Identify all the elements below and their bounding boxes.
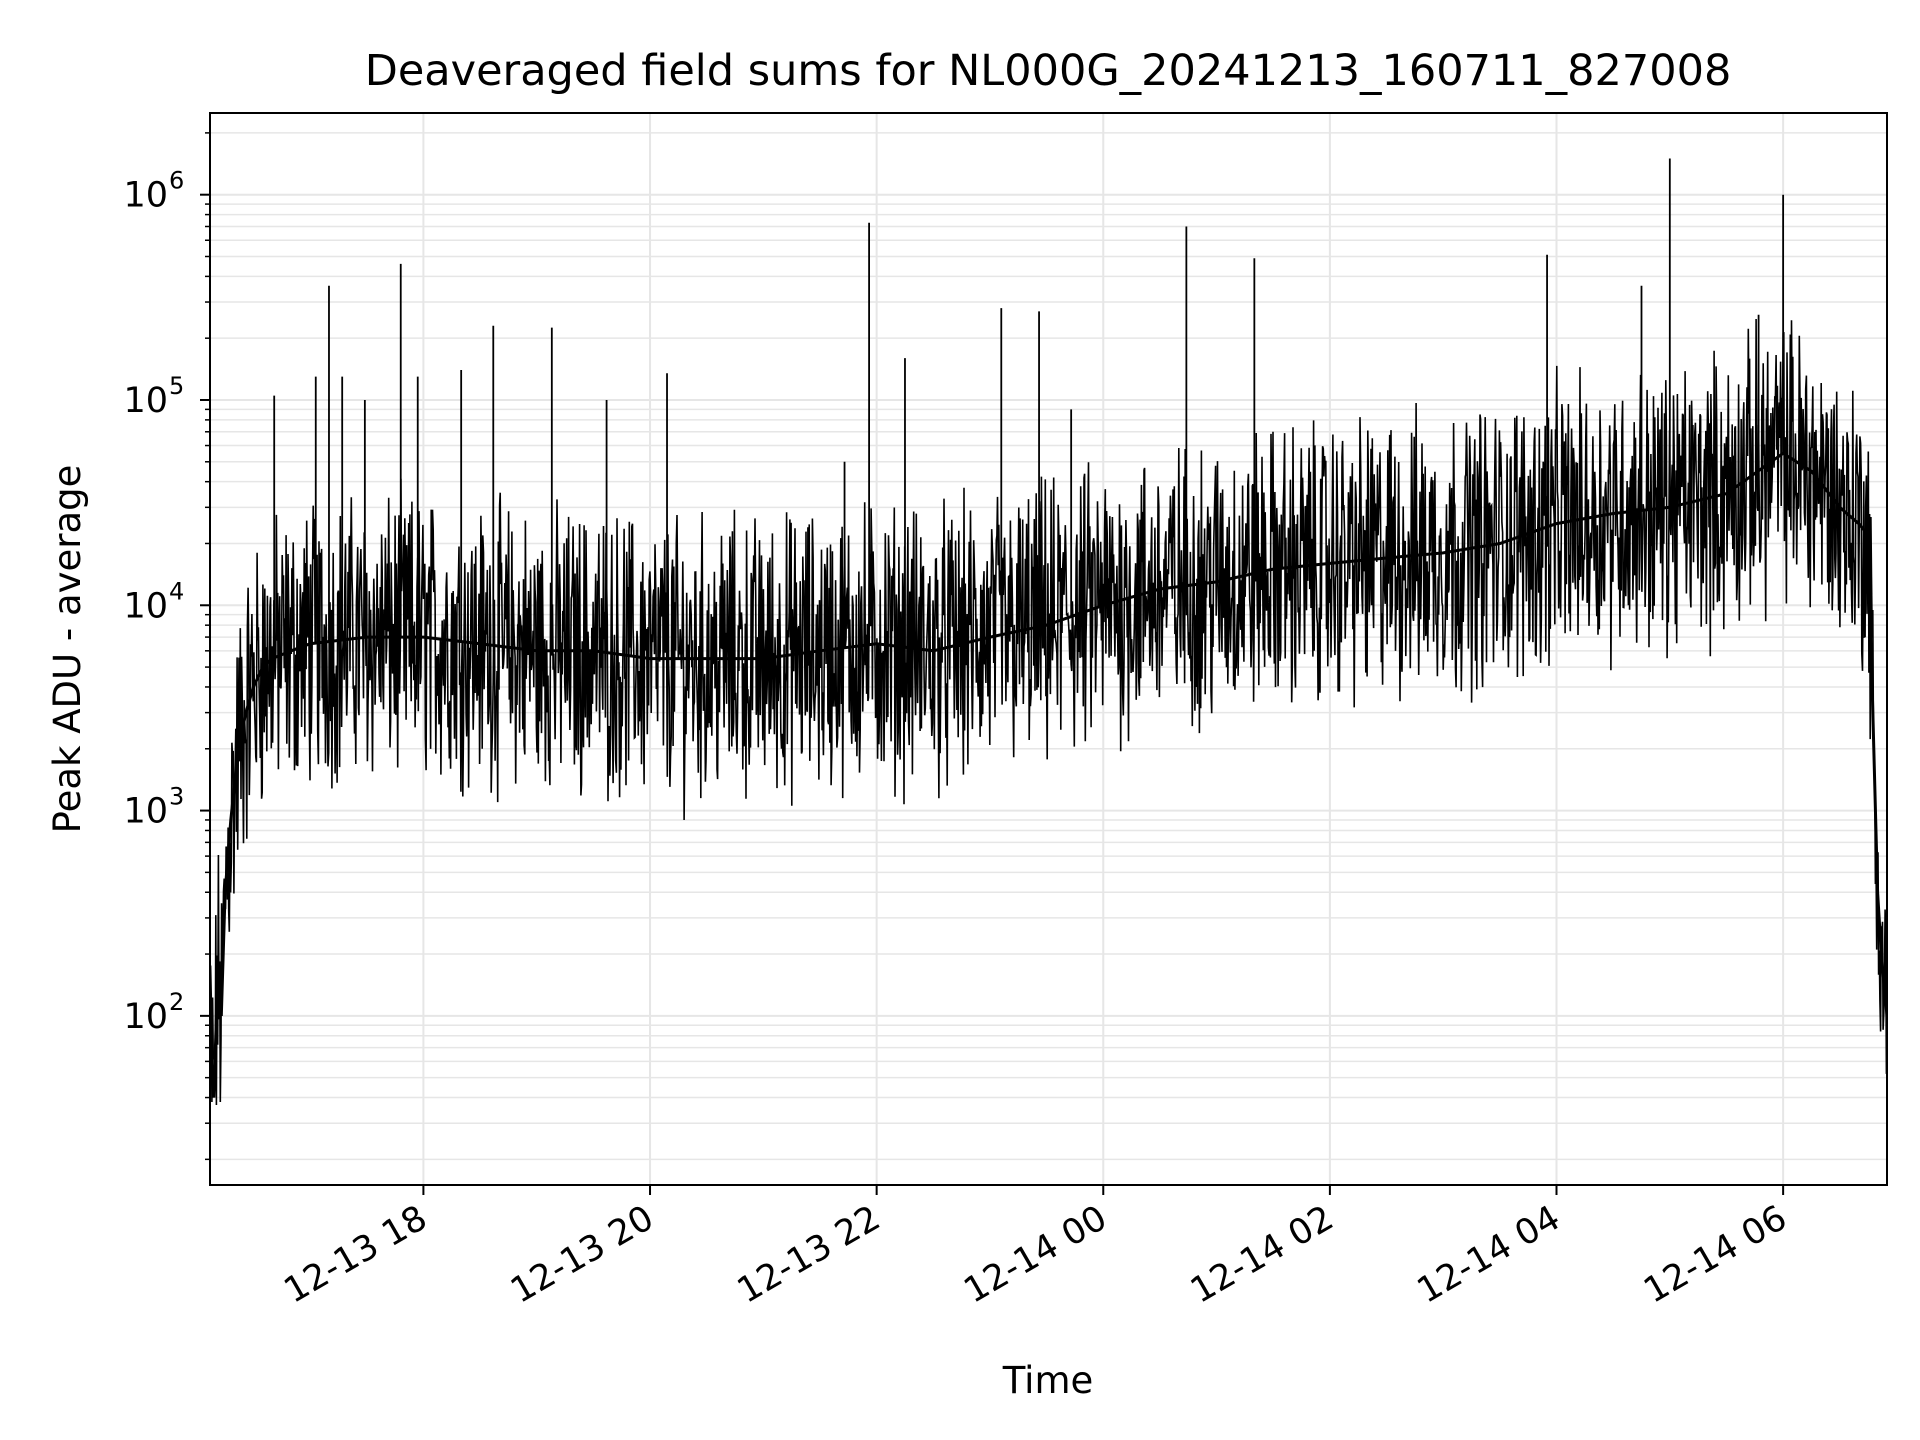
series-line: [210, 318, 1887, 1106]
y-tick-exponent: 4: [169, 577, 184, 605]
y-axis-label: Peak ADU - average: [46, 465, 89, 834]
x-axis-label: Time: [1002, 1359, 1094, 1402]
y-tick-label: 10: [123, 176, 168, 216]
series-group: [210, 158, 1887, 1106]
series-trend: [210, 451, 1887, 1098]
y-tick-label: 10: [123, 792, 168, 832]
y-tick-exponent: 3: [169, 783, 184, 811]
y-tick-label: 10: [123, 586, 168, 626]
y-tick-label: 10: [123, 381, 168, 421]
plot-frame: [209, 112, 1888, 1186]
y-tick-exponent: 6: [169, 167, 184, 195]
chart-title: Deaveraged field sums for NL000G_2024121…: [365, 46, 1732, 96]
plot-area: [210, 158, 1887, 1106]
y-tick-exponent: 2: [169, 988, 184, 1016]
y-tick-label: 10: [123, 997, 168, 1037]
y-tick-exponent: 5: [169, 372, 184, 400]
grid: [210, 113, 1887, 1185]
